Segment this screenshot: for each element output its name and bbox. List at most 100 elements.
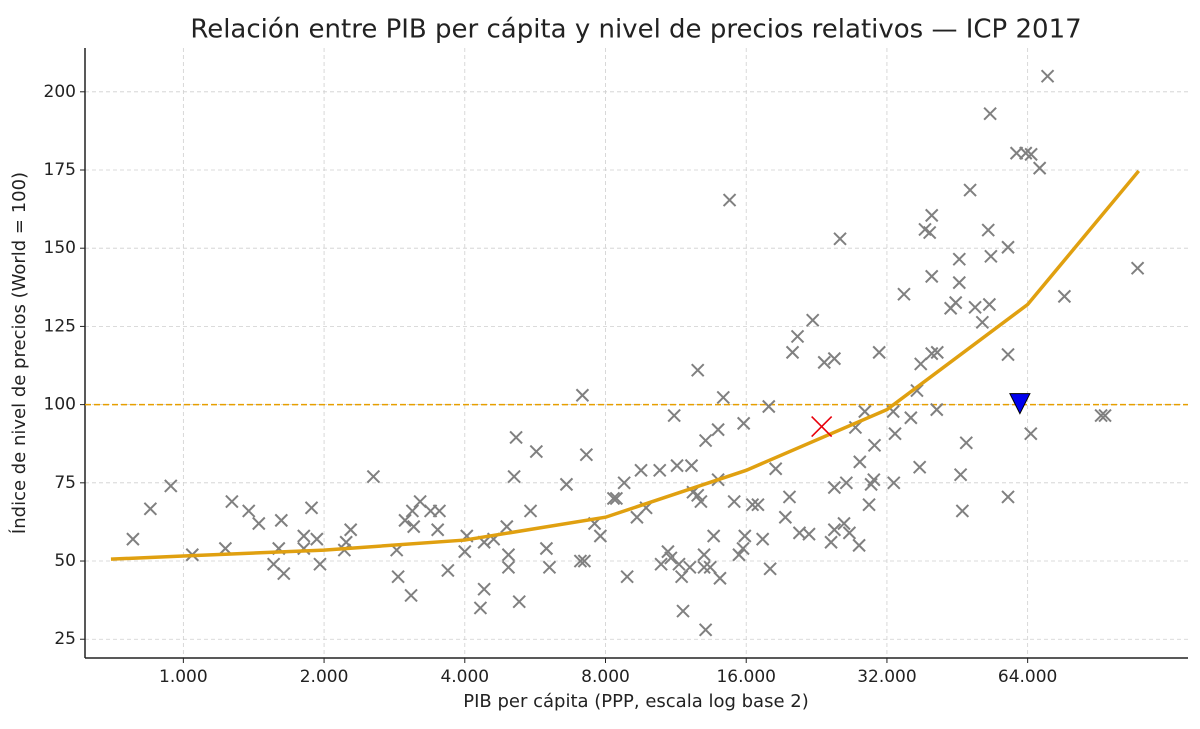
x-marker <box>1098 408 1112 423</box>
x-marker <box>952 252 966 266</box>
x-marker <box>736 541 750 556</box>
x-marker <box>225 494 239 509</box>
x-marker <box>904 411 918 425</box>
x-marker <box>1040 69 1055 83</box>
x-marker <box>925 269 939 284</box>
x-marker <box>398 513 412 528</box>
x-marker <box>755 532 770 546</box>
x-marker <box>473 601 488 615</box>
x-marker <box>366 469 381 484</box>
x-marker <box>1057 289 1072 304</box>
x-marker <box>1130 261 1145 275</box>
x-marker <box>405 504 420 518</box>
x-marker <box>252 516 266 531</box>
x-marker <box>785 345 800 360</box>
x-marker <box>827 351 842 366</box>
x-marker <box>1001 490 1015 504</box>
x-marker <box>922 225 937 240</box>
x-marker <box>839 476 854 490</box>
x-marker <box>817 355 831 370</box>
x-marker <box>833 232 847 246</box>
x-marker <box>698 623 713 637</box>
x-marker <box>509 430 523 445</box>
x-marker <box>304 501 319 515</box>
x-marker <box>948 295 963 310</box>
x-marker <box>343 523 358 537</box>
x-marker <box>751 498 765 512</box>
y-tick-label: 125 <box>44 316 76 336</box>
x-marker <box>143 502 158 516</box>
x-marker <box>501 560 516 574</box>
x-marker <box>888 427 902 441</box>
x-marker <box>763 562 777 576</box>
x-marker <box>887 476 901 490</box>
x-marker <box>982 297 997 312</box>
x-marker <box>310 532 324 546</box>
x-marker <box>559 477 574 492</box>
x-marker <box>768 462 783 476</box>
x-marker <box>406 519 421 534</box>
x-marker <box>404 588 418 603</box>
x-marker <box>853 455 867 469</box>
x-marker <box>867 472 881 487</box>
x-marker <box>910 383 924 398</box>
x-marker <box>542 560 557 574</box>
x-marker <box>430 523 445 537</box>
x-marker <box>930 402 944 417</box>
x-marker <box>694 494 708 509</box>
x-marker <box>706 529 721 543</box>
x-marker <box>1024 147 1038 162</box>
x-marker <box>981 223 995 237</box>
x-marker <box>575 388 590 402</box>
x-marker <box>654 557 668 571</box>
x-marker <box>579 447 594 462</box>
x-marker <box>738 529 752 543</box>
x-marker <box>676 604 690 618</box>
x-marker <box>867 438 882 452</box>
x-tick-label: 16.000 <box>716 667 775 687</box>
x-marker <box>827 523 842 537</box>
x-marker <box>736 416 751 431</box>
x-marker <box>968 300 982 315</box>
triangle-marker <box>1009 393 1031 415</box>
x-marker <box>1001 240 1015 254</box>
x-marker <box>790 329 805 344</box>
x-marker <box>805 313 820 327</box>
x-marker <box>722 193 737 207</box>
x-marker <box>698 433 713 448</box>
x-marker <box>529 444 544 459</box>
x-marker <box>963 183 977 197</box>
x-marker <box>667 408 681 423</box>
x-marker <box>697 548 711 562</box>
x-marker <box>802 527 816 541</box>
x-marker <box>852 538 866 553</box>
x-marker <box>670 458 684 473</box>
x-marker <box>778 510 793 524</box>
x-marker <box>391 569 405 584</box>
x-marker <box>842 526 857 540</box>
x-marker <box>617 476 631 490</box>
x-marker <box>732 548 746 562</box>
y-tick-label: 25 <box>54 629 76 649</box>
x-marker <box>164 479 178 493</box>
x-marker <box>507 469 521 484</box>
x-tick-label: 64.000 <box>998 667 1057 687</box>
x-marker <box>609 491 624 506</box>
x-marker <box>512 594 526 609</box>
y-tick-label: 175 <box>44 160 76 180</box>
x-marker <box>242 504 256 518</box>
x-marker <box>925 208 939 223</box>
x-marker <box>858 404 872 419</box>
x-marker <box>727 494 741 509</box>
y-tick-label: 150 <box>44 238 76 258</box>
x-marker <box>691 363 705 377</box>
y-tick-label: 200 <box>44 82 76 102</box>
x-marker <box>952 275 966 290</box>
x-tick-label: 1.000 <box>159 667 208 687</box>
x-marker <box>593 529 608 543</box>
x-marker <box>500 519 514 534</box>
x-marker <box>953 467 968 482</box>
x-marker <box>523 504 538 518</box>
y-tick-label: 50 <box>54 551 76 571</box>
